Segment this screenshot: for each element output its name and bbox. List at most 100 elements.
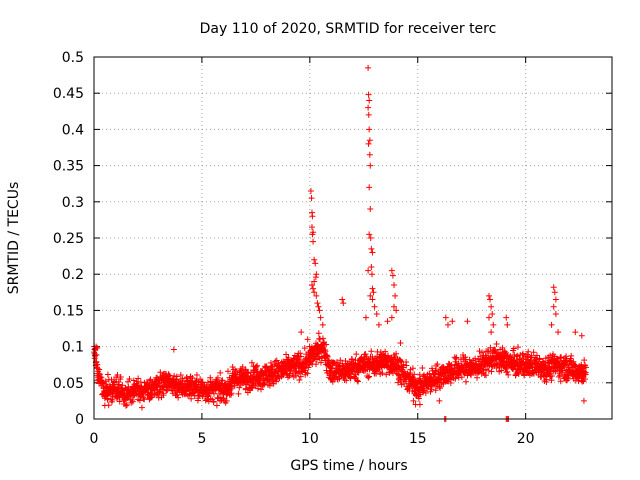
data-point: [309, 231, 316, 238]
data-point: [319, 321, 326, 328]
data-point: [429, 367, 436, 374]
data-point: [476, 348, 483, 355]
data-point: [403, 362, 410, 369]
y-tick-label: 0.2: [62, 267, 84, 283]
data-point: [182, 386, 189, 393]
data-point: [323, 341, 330, 348]
y-tick-label: 0.1: [62, 340, 84, 356]
data-point: [485, 367, 492, 374]
data-point: [397, 378, 404, 385]
data-point: [485, 314, 492, 321]
data-point: [437, 385, 444, 392]
data-point: [214, 374, 221, 381]
data-point: [307, 187, 314, 194]
data-point: [125, 378, 132, 385]
data-point: [92, 353, 99, 360]
data-point: [366, 151, 373, 158]
data-point: [369, 285, 376, 292]
data-point: [285, 354, 292, 361]
data-point: [453, 354, 460, 361]
data-point: [123, 401, 130, 408]
data-point: [375, 321, 382, 328]
y-tick-label: 0.3: [62, 195, 84, 211]
data-point: [317, 359, 324, 366]
data-point: [326, 357, 333, 364]
data-point: [311, 256, 318, 263]
data-point: [368, 348, 375, 355]
y-tick-label: 0.35: [53, 159, 84, 175]
data-point: [379, 370, 386, 377]
data-point: [294, 370, 301, 377]
data-point: [189, 375, 196, 382]
data-point: [324, 352, 331, 359]
data-point: [514, 344, 521, 351]
data-point: [487, 296, 494, 303]
data-point: [416, 401, 423, 408]
data-point: [147, 376, 154, 383]
data-point: [362, 314, 369, 321]
data-point: [296, 376, 303, 383]
data-point: [366, 231, 373, 238]
data-point: [580, 397, 587, 404]
data-point: [280, 369, 287, 376]
data-point: [552, 311, 559, 318]
data-point: [368, 263, 375, 270]
data-point: [365, 111, 372, 118]
data-point: [561, 362, 568, 369]
data-points: [91, 64, 590, 422]
data-point: [175, 394, 182, 401]
x-tick-label: 20: [517, 431, 535, 447]
gridlines: [94, 57, 612, 419]
data-point: [313, 292, 320, 299]
data-point: [305, 364, 312, 371]
data-point: [219, 377, 226, 384]
data-point: [297, 373, 304, 380]
data-point: [119, 382, 126, 389]
data-point: [409, 365, 416, 372]
data-point: [434, 361, 441, 368]
data-point: [129, 398, 136, 405]
data-point: [479, 349, 486, 356]
data-point: [563, 357, 570, 364]
data-point: [558, 354, 565, 361]
data-point: [555, 329, 562, 336]
data-point: [432, 367, 439, 374]
y-tick-label: 0.4: [62, 122, 84, 138]
data-point: [391, 303, 398, 310]
data-point: [482, 366, 489, 373]
data-point: [267, 359, 274, 366]
data-point: [436, 397, 443, 404]
data-point: [313, 361, 320, 368]
data-point: [498, 367, 505, 374]
data-point: [452, 375, 459, 382]
data-point: [122, 402, 129, 409]
data-point: [365, 91, 372, 98]
data-point: [393, 307, 400, 314]
data-point: [170, 346, 177, 353]
data-point: [370, 289, 377, 296]
data-point: [117, 373, 124, 380]
data-point: [583, 364, 590, 371]
data-point: [138, 404, 145, 411]
data-point: [488, 329, 495, 336]
data-point: [365, 64, 372, 71]
data-point: [317, 336, 324, 343]
data-point: [177, 372, 184, 379]
data-point: [116, 381, 123, 388]
data-point: [487, 344, 494, 351]
data-point: [521, 371, 528, 378]
data-point: [579, 377, 586, 384]
data-point: [366, 373, 373, 380]
data-point: [354, 377, 361, 384]
data-point: [552, 296, 559, 303]
data-point: [298, 329, 305, 336]
data-point: [388, 267, 395, 274]
data-point: [493, 365, 500, 372]
y-tick-label: 0.15: [53, 303, 84, 319]
data-point: [160, 392, 167, 399]
data-point: [258, 386, 265, 393]
data-point: [540, 358, 547, 365]
data-point: [173, 373, 180, 380]
data-point: [432, 387, 439, 394]
